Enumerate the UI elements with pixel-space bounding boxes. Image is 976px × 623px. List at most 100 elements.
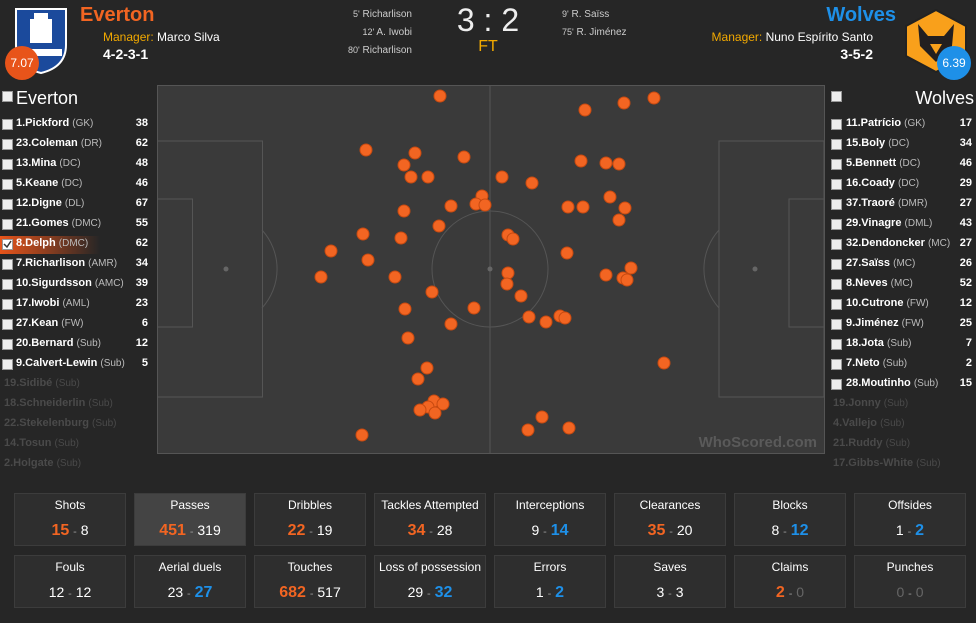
away-value: 2	[555, 584, 565, 601]
unused-player: 19.Sidibé (Sub)	[4, 377, 80, 389]
away-goal: 75' R. Jiménez	[562, 27, 627, 38]
checkbox[interactable]	[2, 339, 13, 350]
checkbox[interactable]	[831, 259, 842, 270]
touch-dot	[501, 266, 515, 280]
checkbox[interactable]	[2, 91, 13, 102]
checkbox[interactable]	[2, 199, 13, 210]
separator: -	[543, 526, 547, 538]
player: 8.Neves (MC)	[846, 277, 913, 289]
player-position: (Sub)	[886, 338, 912, 349]
stat-box[interactable]: Loss of possession 29 - 32	[374, 555, 486, 608]
stat-values: 2 - 0	[735, 584, 845, 602]
stat-box[interactable]: Errors 1 - 2	[494, 555, 606, 608]
stat-box[interactable]: Shots 15 - 8	[14, 493, 126, 546]
checkbox[interactable]	[831, 179, 842, 190]
player-rating: 17	[959, 117, 972, 129]
stat-box[interactable]: Saves 3 - 3	[614, 555, 726, 608]
player-position: (DC)	[897, 178, 920, 189]
unused-player: 19.Jonny (Sub)	[833, 397, 908, 409]
player-position: (GK)	[904, 118, 926, 129]
player-name: 18.Schneiderlin	[4, 397, 86, 409]
checkbox[interactable]	[2, 279, 13, 290]
touch-dot	[436, 397, 450, 411]
checkbox[interactable]	[2, 359, 13, 370]
player-position: (Sub)	[916, 458, 941, 469]
player-name: 28.Moutinho	[846, 377, 911, 389]
stat-label: Shots	[54, 498, 86, 512]
stat-box[interactable]: Dribbles 22 - 19	[254, 493, 366, 546]
goal-player: Richarlison	[362, 9, 412, 20]
stat-box[interactable]: Claims 2 - 0	[734, 555, 846, 608]
stat-box[interactable]: Offsides 1 - 2	[854, 493, 966, 546]
checkbox[interactable]	[2, 219, 13, 230]
stat-label: Blocks	[772, 498, 808, 512]
touch-dot	[411, 372, 425, 386]
touch-dot	[404, 170, 418, 184]
home-goal: 80' Richarlison	[348, 45, 412, 56]
checkbox[interactable]	[2, 239, 13, 250]
checkbox[interactable]	[2, 299, 13, 310]
checkbox[interactable]	[2, 159, 13, 170]
player-position: (Sub)	[56, 458, 82, 469]
stat-box[interactable]: Blocks 8 - 12	[734, 493, 846, 546]
player-rating: 26	[959, 257, 972, 269]
checkbox[interactable]	[2, 319, 13, 330]
touch-dot	[500, 277, 514, 291]
checkbox[interactable]	[831, 91, 842, 102]
home-team-name[interactable]: Everton	[80, 4, 155, 26]
checkbox[interactable]	[831, 359, 842, 370]
goal-minute: 80'	[348, 45, 360, 55]
stat-label: Loss of possession	[378, 560, 482, 574]
checkbox[interactable]	[2, 179, 13, 190]
away-value: 19	[316, 522, 333, 538]
stat-values: 1 - 2	[855, 522, 965, 540]
checkbox[interactable]	[2, 139, 13, 150]
goal-player: R. Jiménez	[576, 27, 627, 38]
player-position: (Sub)	[55, 378, 80, 389]
player-name: 18.Jota	[846, 337, 884, 349]
checkbox[interactable]	[831, 379, 842, 390]
player-position: (Sub)	[883, 398, 909, 409]
stat-label: Saves	[653, 560, 687, 574]
checkbox[interactable]	[831, 319, 842, 330]
home-score: 3	[456, 2, 475, 38]
stat-box[interactable]: Interceptions 9 - 14	[494, 493, 606, 546]
away-value: 12	[75, 584, 92, 600]
checkbox[interactable]	[831, 139, 842, 150]
away-team-name[interactable]: Wolves	[826, 4, 896, 26]
stat-box[interactable]: Passes 451 - 319	[134, 493, 246, 546]
stat-box[interactable]: Tackles Attempted 34 - 28	[374, 493, 486, 546]
player-name: 20.Bernard	[16, 337, 74, 349]
stat-box[interactable]: Fouls 12 - 12	[14, 555, 126, 608]
player-position: (MC)	[890, 278, 913, 289]
separator: -	[309, 588, 314, 600]
stat-box[interactable]: Punches 0 - 0	[854, 555, 966, 608]
touch-dot	[574, 154, 588, 168]
player-name: 9.Calvert-Lewin	[16, 357, 98, 369]
checkbox[interactable]	[831, 219, 842, 230]
unused-player: 17.Gibbs-White (Sub)	[833, 457, 941, 469]
checkbox[interactable]	[831, 119, 842, 130]
player-position: (MC)	[927, 238, 951, 249]
checkbox[interactable]	[2, 259, 13, 270]
stat-box[interactable]: Aerial duels 23 - 27	[134, 555, 246, 608]
player-name: 2.Holgate	[4, 457, 54, 469]
checkbox[interactable]	[831, 279, 842, 290]
stat-values: 23 - 27	[135, 584, 245, 602]
checkbox[interactable]	[831, 339, 842, 350]
away-value: 12	[790, 522, 809, 539]
stat-box[interactable]: Touches 682 - 517	[254, 555, 366, 608]
checkbox[interactable]	[831, 159, 842, 170]
player-position: (DMC)	[58, 238, 89, 249]
checkbox[interactable]	[2, 119, 13, 130]
checkbox[interactable]	[831, 239, 842, 250]
player-rating: 6	[141, 317, 148, 329]
stat-box[interactable]: Clearances 35 - 20	[614, 493, 726, 546]
player-name: 14.Tosun	[4, 437, 52, 449]
touch-dot	[561, 200, 575, 214]
stat-label: Passes	[170, 498, 210, 512]
away-formation: 3-5-2	[840, 46, 873, 62]
checkbox[interactable]	[831, 199, 842, 210]
player-name: 37.Traoré	[846, 197, 895, 209]
checkbox[interactable]	[831, 299, 842, 310]
